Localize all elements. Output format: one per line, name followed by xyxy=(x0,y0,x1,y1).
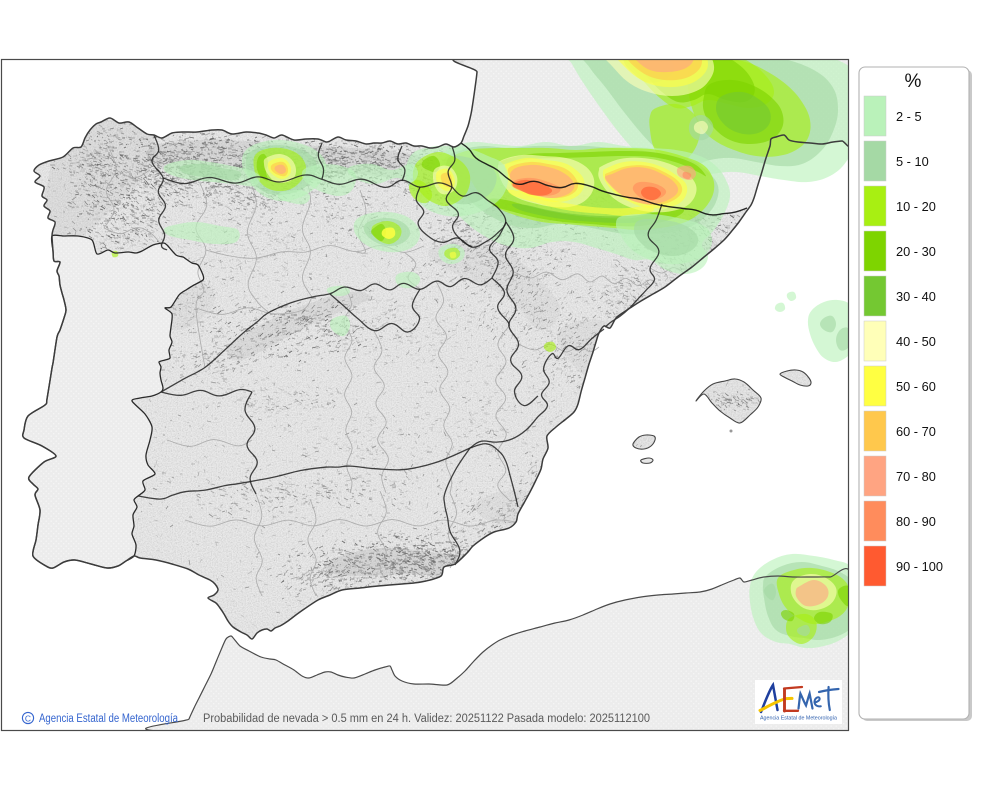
svg-text:10 - 20: 10 - 20 xyxy=(896,199,936,214)
svg-text:Probabilidad de nevada > 0.5 m: Probabilidad de nevada > 0.5 mm en 24 h.… xyxy=(203,713,650,725)
svg-text:80 - 90: 80 - 90 xyxy=(896,514,936,529)
svg-text:50 - 60: 50 - 60 xyxy=(896,379,936,394)
svg-text:2 - 5: 2 - 5 xyxy=(896,109,922,124)
svg-text:60 - 70: 60 - 70 xyxy=(896,424,936,439)
svg-text:40 - 50: 40 - 50 xyxy=(896,334,936,349)
svg-text:70 - 80: 70 - 80 xyxy=(896,469,936,484)
svg-text:90 - 100: 90 - 100 xyxy=(896,559,943,574)
svg-text:30 - 40: 30 - 40 xyxy=(896,289,936,304)
svg-text:5 - 10: 5 - 10 xyxy=(896,154,929,169)
svg-text:Agencia Estatal de Meteorologí: Agencia Estatal de Meteorología xyxy=(39,713,179,725)
svg-text:20 - 30: 20 - 30 xyxy=(896,244,936,259)
svg-text:%: % xyxy=(905,71,922,92)
svg-text:Agencia Estatal de Meteorologí: Agencia Estatal de Meteorología xyxy=(760,716,837,722)
svg-text:C: C xyxy=(25,714,31,724)
